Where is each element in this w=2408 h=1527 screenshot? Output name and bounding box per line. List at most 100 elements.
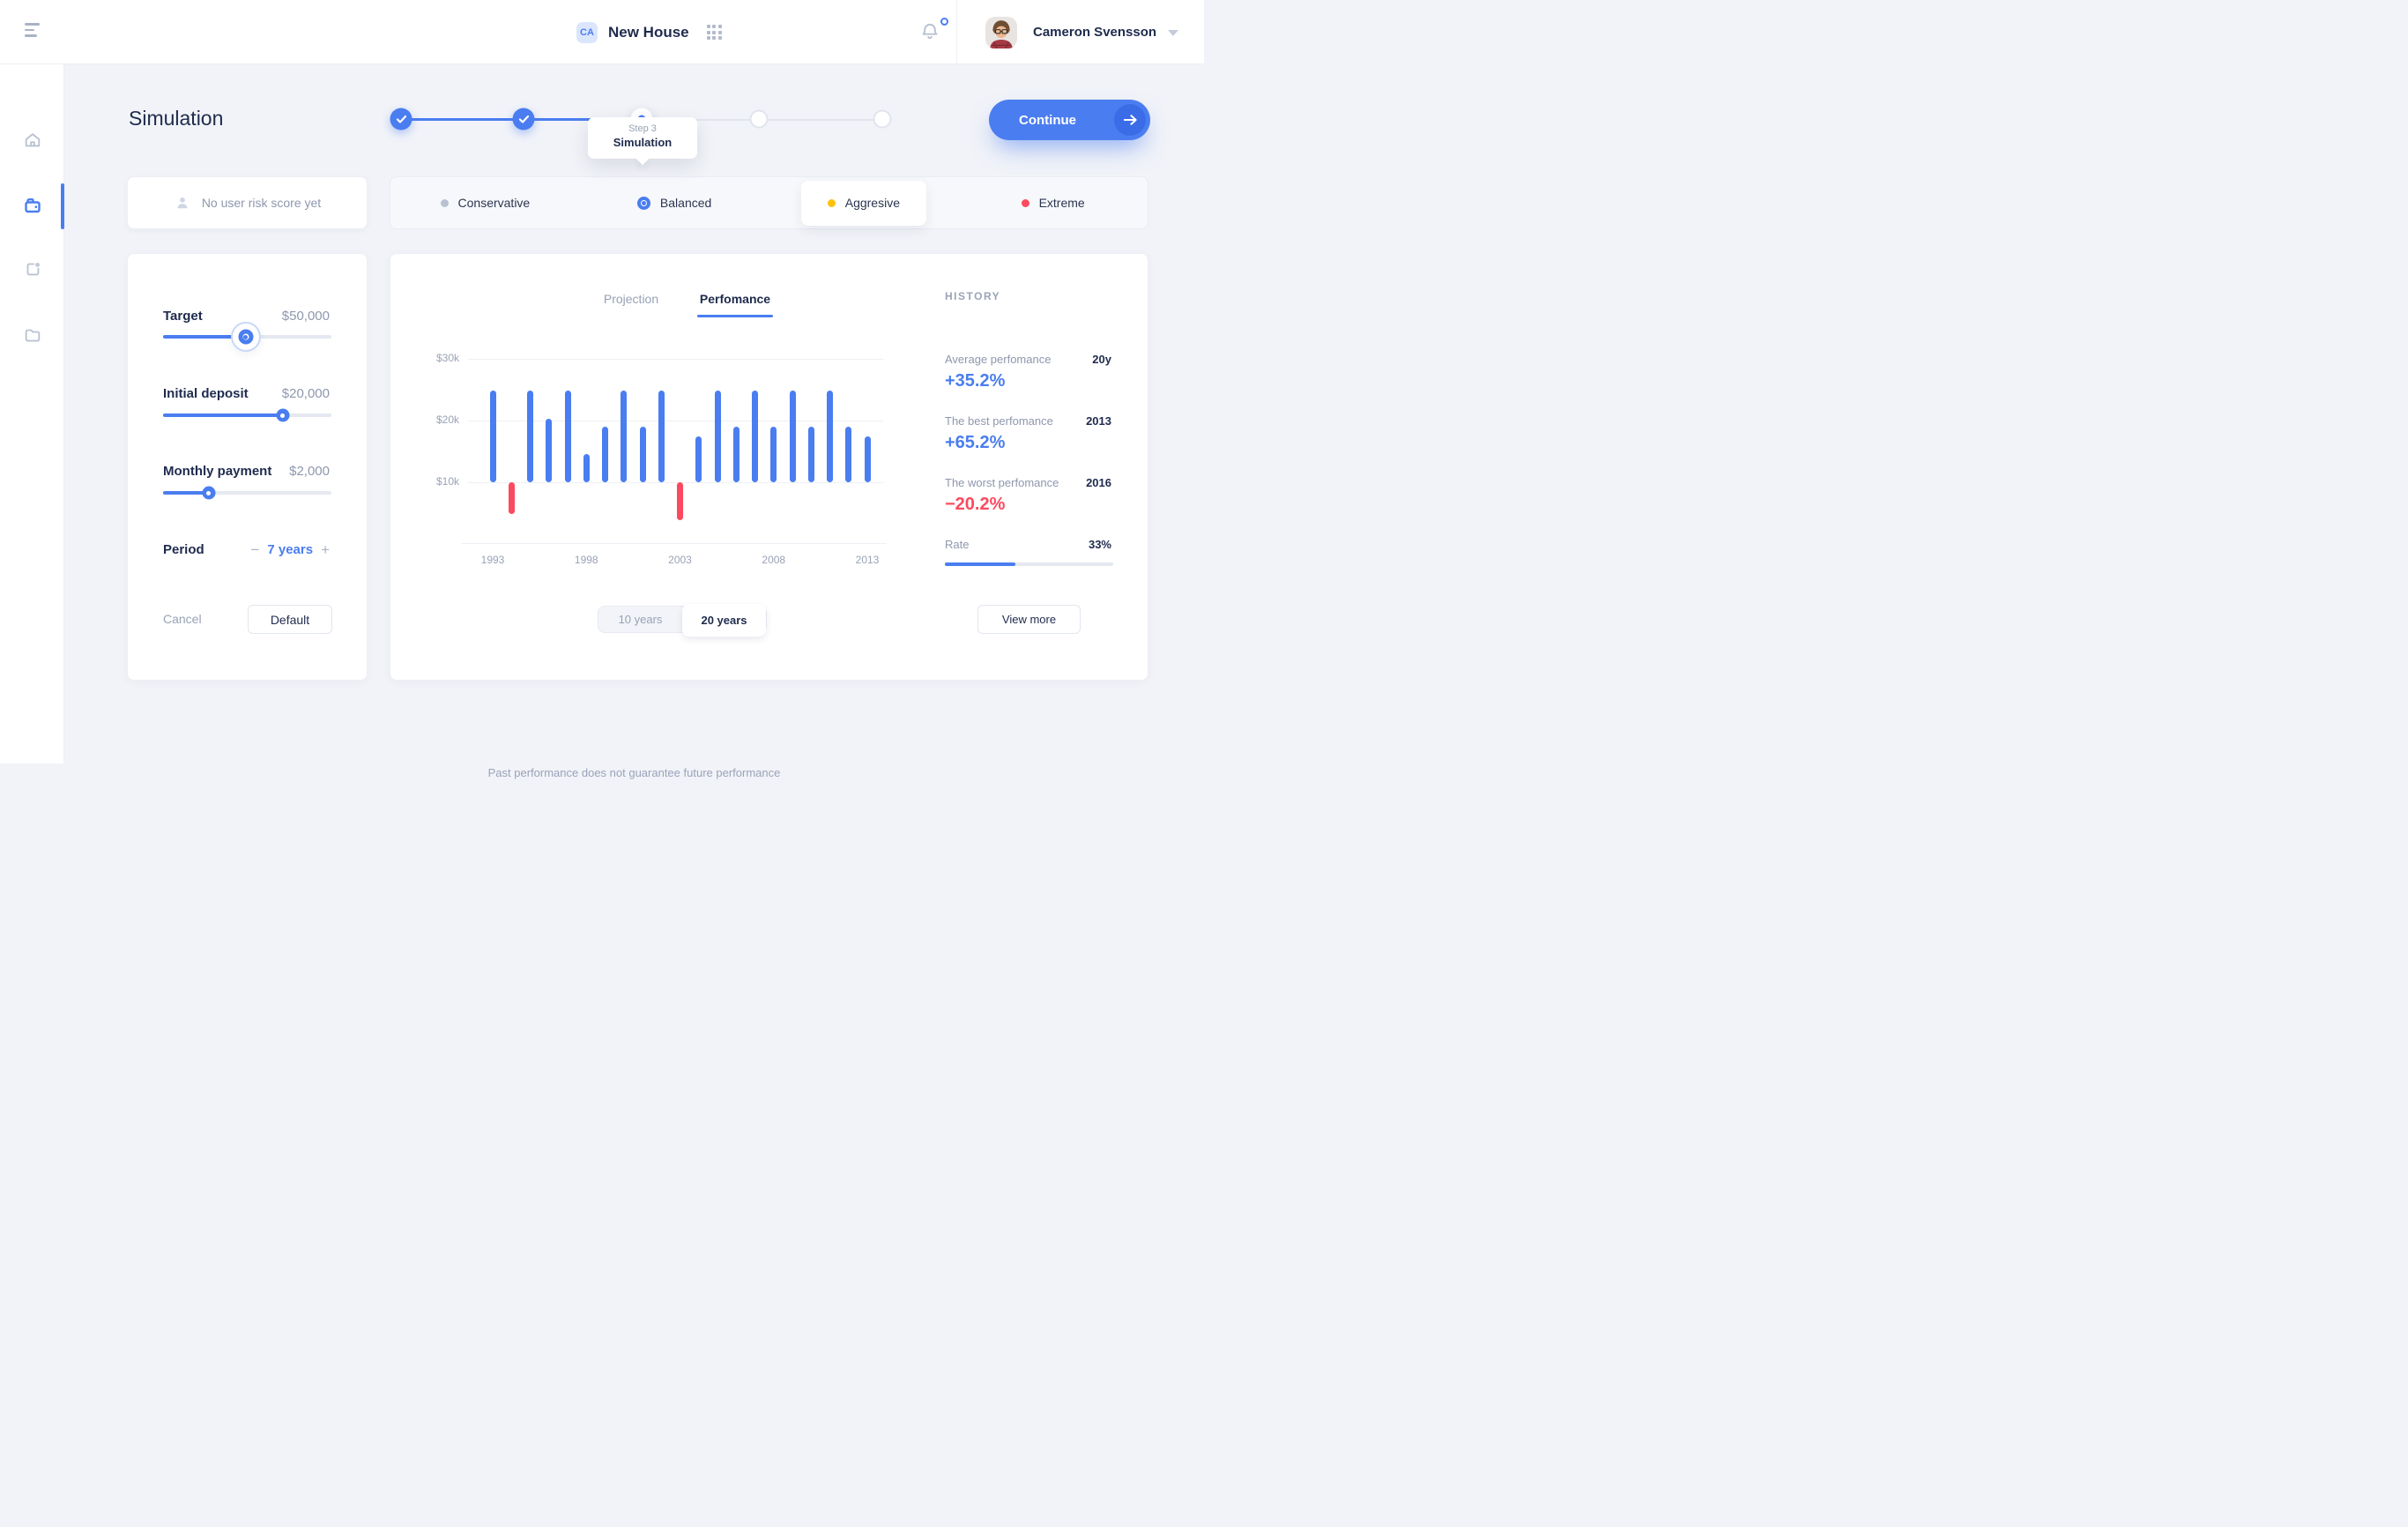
step-5[interactable] <box>873 109 892 129</box>
tab-projection[interactable]: Projection <box>603 292 659 306</box>
folder-icon <box>25 329 40 342</box>
y-tick-label: $10k <box>435 475 459 488</box>
apps-grid-icon[interactable] <box>706 25 722 40</box>
risk-option-aggresive[interactable]: Aggresive <box>769 177 959 228</box>
monthly-payment-slider[interactable] <box>163 486 331 500</box>
step-1[interactable] <box>390 108 412 130</box>
chart-bar-2001 <box>639 427 646 482</box>
risk-score-card: No user risk score yet <box>127 176 368 229</box>
chart-bar-1997 <box>564 391 571 482</box>
view-more-button[interactable]: View more <box>977 605 1081 634</box>
chart-bar-1996 <box>546 418 553 482</box>
risk-option-extreme[interactable]: Extreme <box>958 177 1148 228</box>
continue-label: Continue <box>1019 112 1076 128</box>
default-button[interactable]: Default <box>248 605 332 634</box>
step-4[interactable] <box>749 109 769 129</box>
monthly-payment-label: Monthly payment <box>163 464 272 479</box>
rate-progress-fill <box>945 562 1016 566</box>
sidebar-item-home[interactable] <box>0 119 64 161</box>
average-performance-period: 20y <box>1092 353 1111 366</box>
risk-option-label: Extreme <box>1038 196 1085 210</box>
step-tooltip: Step 3 Simulation <box>588 117 697 159</box>
app-window: CA New House Cameron Svens <box>0 0 1204 779</box>
aggresive-dot-icon <box>827 198 836 207</box>
risk-option-label: Balanced <box>659 196 712 210</box>
range-toggle: 10 years 20 years <box>598 604 767 637</box>
hamburger-menu-icon[interactable] <box>25 23 44 41</box>
initial-deposit-value: $20,000 <box>281 386 330 401</box>
period-minus-button[interactable]: − <box>250 541 260 558</box>
x-tick-label: 1998 <box>574 554 598 566</box>
worst-performance-year: 2016 <box>1086 476 1111 489</box>
bar-chart: $30k $20k $10k 1993 1998 2003 2008 2013 <box>390 254 1149 682</box>
chart-bar-2012 <box>845 427 852 482</box>
period-stepper: − 7 years + <box>250 542 330 557</box>
rate-value: 33% <box>1088 538 1111 551</box>
risk-option-conservative[interactable]: Conservative <box>390 177 580 228</box>
step-2[interactable] <box>512 108 535 130</box>
continue-button[interactable]: Continue <box>989 100 1150 140</box>
highlight-card <box>800 181 926 226</box>
chart-bar-2013 <box>864 436 871 482</box>
wallet-icon <box>24 198 41 213</box>
risk-option-balanced[interactable]: Balanced <box>580 177 769 228</box>
conservative-dot-icon <box>440 198 449 207</box>
user-avatar[interactable] <box>985 17 1017 48</box>
initial-deposit-slider-thumb[interactable] <box>276 408 290 422</box>
sidebar <box>0 64 64 764</box>
initial-deposit-slider[interactable] <box>163 408 331 422</box>
sidebar-active-indicator <box>61 183 64 229</box>
period-label: Period <box>163 542 204 557</box>
cancel-button[interactable]: Cancel <box>163 612 202 626</box>
best-performance-year: 2013 <box>1086 414 1111 428</box>
risk-option-label: Conservative <box>457 196 531 210</box>
slider-fill <box>163 491 209 495</box>
x-tick-label: 2008 <box>762 554 786 566</box>
gridline <box>468 482 883 483</box>
chart-bar-2003 <box>677 482 683 520</box>
slider-fill <box>163 413 283 417</box>
rate-label: Rate <box>945 538 970 551</box>
chart-bar-1994 <box>508 482 515 514</box>
chart-bar-2010 <box>807 427 814 482</box>
top-bar: CA New House Cameron Svens <box>0 0 1204 64</box>
chart-bar-2004 <box>695 436 702 482</box>
chart-bar-2008 <box>770 427 777 482</box>
chart-bar-2011 <box>827 391 833 482</box>
initial-deposit-label: Initial deposit <box>163 386 249 401</box>
tab-performance[interactable]: Perfomance <box>699 292 771 306</box>
project-title: New House <box>608 23 689 41</box>
toggle-10-years[interactable]: 10 years <box>618 613 663 626</box>
y-tick-label: $30k <box>435 352 459 364</box>
sidebar-item-portfolio[interactable] <box>0 184 64 227</box>
target-slider[interactable] <box>163 322 331 352</box>
performance-chart-card: Projection Perfomance HISTORY $30k $20k $1… <box>390 253 1148 681</box>
risk-score-empty-label: No user risk score yet <box>201 196 322 210</box>
x-tick-label: 1993 <box>480 554 505 566</box>
check-icon <box>518 115 529 123</box>
best-performance-label: The best perfomance <box>945 414 1053 428</box>
check-icon <box>396 115 406 123</box>
period-plus-button[interactable]: + <box>321 541 330 558</box>
user-name[interactable]: Cameron Svensson <box>1033 25 1157 40</box>
sidebar-item-documents[interactable] <box>0 314 64 356</box>
toggle-20-years[interactable]: 20 years <box>682 604 766 637</box>
best-performance-value: +65.2% <box>945 433 1006 452</box>
worst-performance-label: The worst perfomance <box>945 476 1059 489</box>
avatar-photo <box>985 17 1017 48</box>
project-badge: CA <box>576 21 598 43</box>
period-value: 7 years <box>267 542 314 557</box>
simulation-params-card: Target $50,000 Initial deposit $20,000 M… <box>127 253 368 681</box>
arrow-right-icon <box>1114 104 1146 136</box>
notification-badge <box>940 18 948 26</box>
average-performance-label: Average perfomance <box>945 353 1052 366</box>
chart-bar-2005 <box>714 391 721 482</box>
chevron-down-icon[interactable] <box>1168 30 1178 36</box>
target-slider-thumb[interactable] <box>238 329 254 345</box>
sidebar-item-reports[interactable] <box>0 248 64 290</box>
history-title: HISTORY <box>945 290 1001 302</box>
notifications-button[interactable] <box>918 18 948 48</box>
monthly-payment-slider-thumb[interactable] <box>202 486 216 500</box>
chart-bar-1999 <box>602 427 608 482</box>
gridline <box>468 359 883 360</box>
